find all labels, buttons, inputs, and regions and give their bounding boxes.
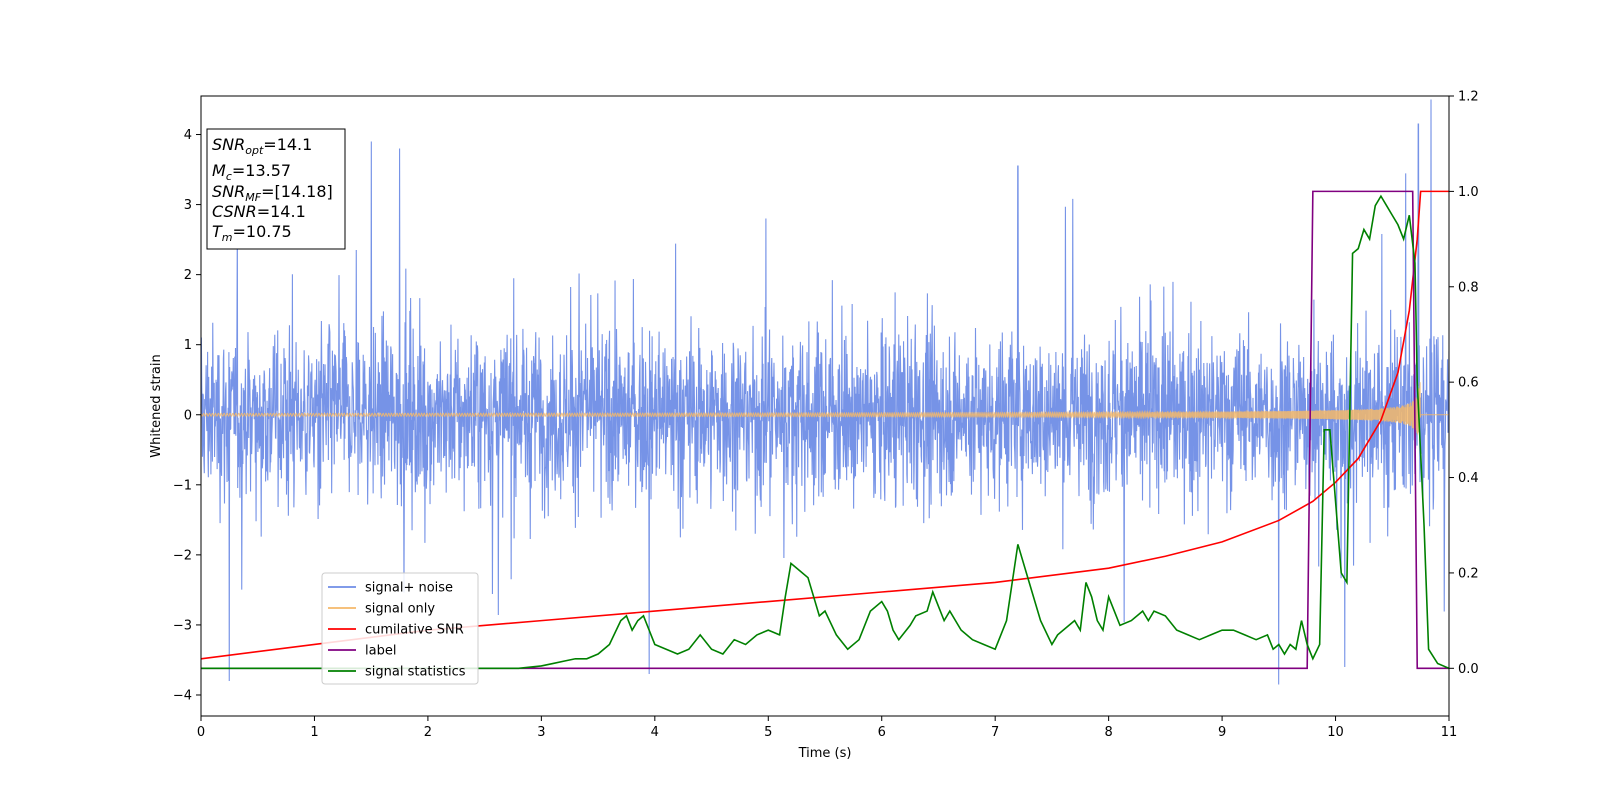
y-tick-label: 4 xyxy=(184,128,192,143)
y-tick-label: −3 xyxy=(173,618,192,633)
legend-label: label xyxy=(365,644,396,659)
y-tick-label: 0 xyxy=(184,408,192,423)
info-box: SNRopt=14.1Mc=13.57SNRMF=[14.18]CSNR=14.… xyxy=(206,128,346,250)
y2-tick-label: 0.6 xyxy=(1458,376,1479,391)
y-tick-label: 3 xyxy=(184,198,192,213)
x-axis: 0 1 2 3 4 5 6 7 8 9 10 11 xyxy=(197,716,1457,740)
series-signal-statistics xyxy=(201,194,1449,670)
y2-tick-label: 1.2 xyxy=(1458,90,1479,105)
y2-tick-label: 0.2 xyxy=(1458,566,1479,581)
series-cumulative-snr xyxy=(201,190,1449,660)
info-line-base: M xyxy=(212,161,226,180)
x-tick-label: 5 xyxy=(764,725,772,740)
x-tick-label: 0 xyxy=(197,725,205,740)
info-line-value: =10.75 xyxy=(233,222,292,241)
info-line-base: T xyxy=(212,222,223,241)
y-tick-label: −1 xyxy=(173,478,192,493)
x-axis-label: Time (s) xyxy=(798,746,852,761)
y-tick-label: 1 xyxy=(184,338,192,353)
x-tick-label: 8 xyxy=(1104,725,1112,740)
info-line: Mc=13.57 xyxy=(212,161,291,183)
y-axis-label: Whitened strain xyxy=(149,354,164,457)
y-tick-label: 2 xyxy=(184,268,192,283)
info-line-value: =13.57 xyxy=(232,161,291,180)
y-axis-right: 0.0 0.2 0.4 0.6 0.8 1.0 1.2 xyxy=(1449,90,1479,677)
info-line: SNRopt=14.1 xyxy=(212,135,312,157)
info-line-base: SNR xyxy=(212,182,245,201)
x-tick-label: 9 xyxy=(1218,725,1226,740)
plot-series xyxy=(201,99,1449,685)
x-tick-label: 2 xyxy=(424,725,432,740)
info-box-frame xyxy=(206,128,346,250)
x-tick-label: 7 xyxy=(991,725,999,740)
info-line-base: CSNR xyxy=(212,202,257,221)
y-tick-label: −4 xyxy=(173,688,192,703)
legend-label: signal only xyxy=(365,602,435,617)
y-axis-left: −4 −3 −2 −1 0 1 2 3 4 xyxy=(173,128,201,703)
info-line: SNRMF=[14.18] xyxy=(212,182,333,204)
info-line-sub: MF xyxy=(245,191,261,204)
y2-tick-label: 0.0 xyxy=(1458,662,1479,677)
info-line-value: =14.1 xyxy=(257,202,306,221)
x-tick-label: 1 xyxy=(310,725,318,740)
info-line-sub: opt xyxy=(245,144,264,157)
y-tick-label: −2 xyxy=(173,548,192,563)
info-line-base: SNR xyxy=(212,135,245,154)
y2-tick-label: 1.0 xyxy=(1458,185,1479,200)
info-line-sub: m xyxy=(222,231,233,244)
y2-tick-label: 0.8 xyxy=(1458,280,1479,295)
series-signal-only xyxy=(201,382,1449,435)
series-label xyxy=(201,190,1449,670)
info-line-sub: c xyxy=(226,170,232,183)
legend-label: signal+ noise xyxy=(365,581,453,596)
x-tick-label: 11 xyxy=(1441,725,1458,740)
x-tick-label: 10 xyxy=(1327,725,1344,740)
x-tick-label: 4 xyxy=(651,725,659,740)
y2-tick-label: 0.4 xyxy=(1458,471,1479,486)
legend-label: cumilative SNR xyxy=(365,623,464,638)
x-tick-label: 3 xyxy=(537,725,545,740)
series-signal-noise xyxy=(201,99,1449,685)
x-tick-label: 6 xyxy=(878,725,886,740)
legend-frame xyxy=(321,572,479,685)
plot-frame xyxy=(200,95,1450,717)
legend: signal+ noise signal only cumilative SNR la… xyxy=(321,572,479,685)
legend-label: signal statistics xyxy=(365,665,466,680)
info-line-value: =14.1 xyxy=(263,135,312,154)
info-line: Tm=10.75 xyxy=(212,222,292,244)
info-line-value: =[14.18] xyxy=(261,182,333,201)
info-line: CSNR=14.1 xyxy=(212,202,306,221)
